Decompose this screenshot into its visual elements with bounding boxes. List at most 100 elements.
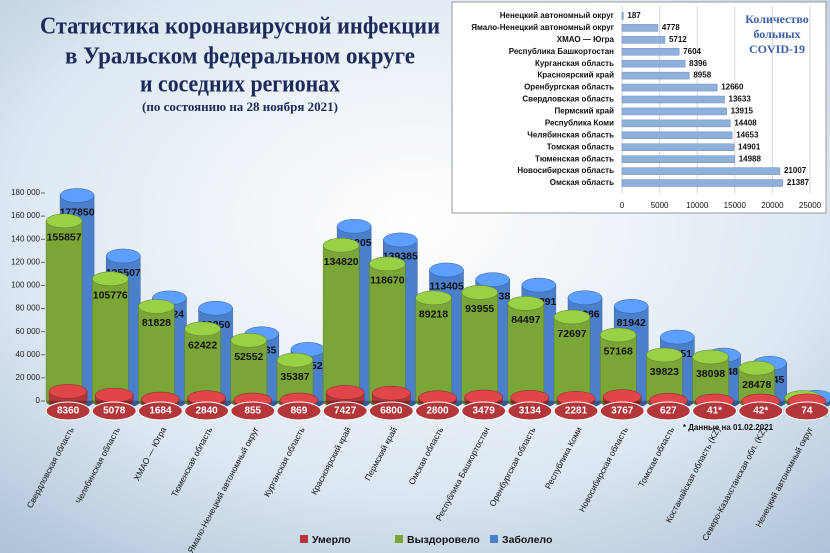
chart-title: в Уральском федеральном округе — [65, 44, 415, 70]
bar — [45, 220, 83, 402]
value-label: 52552 — [234, 351, 263, 363]
value-badge — [553, 401, 599, 421]
y-tick-label: Томская область — [547, 142, 614, 151]
inset-title-box: Количество больных COVID-19 — [745, 12, 809, 56]
value-label: 113405 — [429, 281, 464, 293]
y-tick-label: Ямало-Ненецкий автономный округ — [471, 23, 614, 32]
value-label: 89218 — [419, 309, 448, 321]
y-tick-label: Республика Башкортостан — [509, 47, 614, 56]
bar — [621, 167, 781, 175]
value-label: 21387 — [787, 178, 810, 187]
bar-cap — [369, 256, 406, 272]
value-label: 41* — [707, 406, 722, 417]
y-tick-label: Омская область — [550, 178, 614, 187]
bar-cap — [507, 296, 545, 311]
chart-title: и соседних регионах — [140, 72, 340, 98]
x-tick-label: 0 — [620, 201, 625, 210]
y-tick-label: 80 000 — [16, 304, 41, 313]
bar-cap — [383, 232, 418, 248]
bar — [621, 95, 725, 104]
value-label: 39823 — [650, 366, 679, 378]
bar — [621, 12, 624, 20]
value-label: 7604 — [683, 47, 701, 56]
value-badge — [184, 401, 230, 421]
y-tick-label: Оренбургская область — [524, 83, 614, 92]
inset-chart: 0 5000 10000 15000 20000 25000 Ненецкий автоно… — [471, 6, 822, 210]
bar-cap — [95, 387, 134, 403]
value-label: 35387 — [280, 371, 309, 383]
legend-swatch — [490, 535, 498, 543]
bar-cap — [429, 262, 464, 278]
bar-cap — [138, 299, 175, 314]
value-badge — [599, 401, 645, 421]
y-tick-label: 100 000 — [11, 281, 40, 290]
bar-cap — [599, 327, 637, 343]
value-label: 21007 — [784, 166, 807, 175]
x-tick-label: 25000 — [799, 201, 822, 210]
value-badge — [692, 401, 738, 421]
bar-cap — [276, 352, 314, 368]
value-badge — [230, 401, 276, 421]
y-tick-label: Республика Коми — [545, 118, 614, 127]
y-tick-label: 160 000 — [11, 211, 40, 220]
value-label: 81942 — [617, 317, 646, 329]
value-label: 7427 — [334, 406, 357, 417]
legend-label: Заболело — [502, 534, 552, 546]
bar — [184, 328, 221, 402]
value-label: 13915 — [731, 107, 754, 116]
x-tick-label: 10000 — [686, 201, 709, 210]
value-label: 62422 — [188, 340, 217, 352]
bar-cap — [184, 321, 221, 337]
value-label: 2800 — [426, 406, 449, 417]
value-label: 8396 — [689, 59, 707, 68]
bar-cap — [521, 277, 557, 293]
value-label: 118670 — [370, 275, 405, 287]
inset-title: Количество больных COVID-19 — [745, 12, 809, 56]
bar-cap — [48, 384, 88, 399]
bar — [621, 107, 727, 116]
value-label: 14901 — [738, 142, 761, 151]
value-label: 3479 — [473, 406, 496, 417]
value-badge — [415, 401, 460, 421]
value-badge — [276, 401, 322, 421]
bar — [621, 119, 731, 128]
y-tick-label: Красноярский край — [537, 71, 614, 80]
bar-cap — [322, 237, 360, 253]
bar — [369, 263, 406, 402]
bar — [621, 36, 666, 44]
bar-cap — [692, 349, 729, 365]
legend-swatch — [395, 535, 403, 543]
value-label: 12660 — [721, 83, 744, 92]
y-tick-label: Ненецкий автономный округ — [500, 11, 615, 20]
bar-cap — [475, 272, 510, 287]
chart-title: Статистика коронавирусной инфекции — [40, 14, 440, 40]
value-label: 155857 — [47, 232, 82, 244]
bar-cap — [372, 385, 411, 401]
bar-cap — [59, 188, 95, 203]
value-label: 105776 — [93, 290, 128, 302]
bar — [507, 303, 545, 402]
value-label: 13633 — [729, 95, 752, 104]
value-label: 57168 — [604, 346, 633, 358]
y-tick-label: Новосибирская область — [517, 166, 614, 175]
bar-cap — [660, 329, 695, 345]
bar — [621, 155, 735, 163]
bar-cap — [325, 385, 365, 400]
y-tick-label: Тюменская область — [535, 154, 614, 163]
value-label: 5712 — [669, 35, 687, 44]
bar-cap — [553, 309, 591, 325]
value-label: 2840 — [195, 406, 218, 417]
value-label: 4778 — [662, 23, 680, 32]
y-tick-label: 20 000 — [16, 373, 41, 382]
bar — [621, 83, 718, 92]
x-tick-label: 15000 — [724, 201, 747, 210]
value-badge — [45, 401, 91, 421]
value-label: 84497 — [511, 314, 540, 326]
value-label: 5078 — [103, 406, 126, 417]
bar — [461, 292, 498, 402]
legend-swatch — [300, 535, 308, 543]
value-label: 14653 — [736, 130, 759, 139]
value-label: 6800 — [380, 406, 403, 417]
value-badge — [322, 401, 368, 421]
